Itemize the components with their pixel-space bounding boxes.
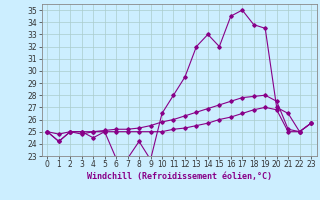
- X-axis label: Windchill (Refroidissement éolien,°C): Windchill (Refroidissement éolien,°C): [87, 172, 272, 181]
